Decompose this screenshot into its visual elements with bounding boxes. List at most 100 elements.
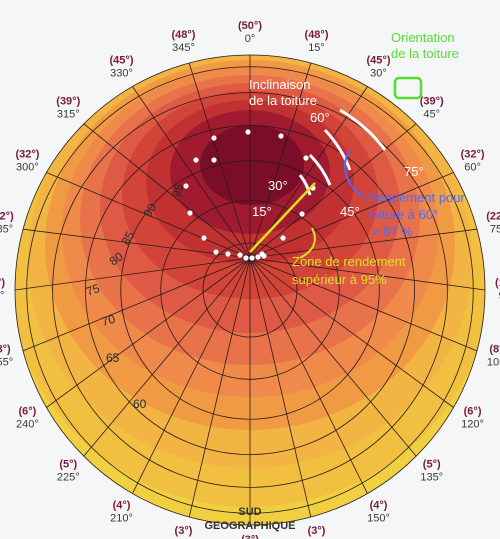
curve-dot: [201, 235, 207, 241]
orientation-labels: (50°)0° (48°)15°(45°)30°(39°)45°(32°)60°(…: [0, 20, 500, 539]
tilt-label: (32°): [15, 149, 39, 161]
tilt-label: (3°): [175, 525, 193, 537]
inclination-orientation-grid: [14, 54, 486, 526]
orientation-title-line2: de la toiture: [391, 46, 459, 61]
inclination-value-60: 60°: [310, 110, 330, 125]
orientation-label-90: (13°)90°: [495, 277, 500, 302]
orientation-degree-label: 90°: [499, 290, 500, 302]
curve-dot: [299, 211, 305, 217]
inclination-value-15: 15°: [252, 204, 272, 219]
orientation-degree-label: 330°: [110, 67, 133, 79]
curve-dot: [187, 210, 193, 216]
rendement-line2: toiture à 60°: [368, 207, 438, 222]
tilt-label: (45°): [110, 54, 134, 66]
orientation-label-195: (3°)195°: [172, 525, 195, 539]
orientation-label-255: (8°)255°: [0, 344, 13, 369]
tilt-label: (5°): [423, 459, 441, 471]
orientation-label-30: (45°)30°: [367, 54, 391, 79]
orientation-label-75: (22°)75°: [486, 210, 500, 235]
inclination-arcs: [298, 108, 387, 196]
optimum-curve-dots: [183, 129, 316, 261]
efficiency-label-75: 75: [84, 281, 102, 299]
tilt-label: (8°): [489, 344, 500, 356]
orientation-label-225: (5°)225°: [57, 459, 80, 484]
efficiency-label-95: 95: [169, 182, 186, 199]
orientation-line-135: [249, 257, 417, 457]
tilt-label: (32°): [461, 149, 485, 161]
tilt-label: (8°): [0, 344, 11, 356]
orientation-degree-label: 345°: [172, 42, 195, 54]
curve-dot: [255, 254, 261, 260]
inclination-arc-60: [323, 128, 352, 171]
zone-line2: supérieur à 95%: [292, 272, 387, 287]
orientation-degree-label: 315°: [57, 108, 80, 120]
orientation-label-330: (45°)330°: [110, 54, 134, 79]
orientation-line-345: [188, 62, 251, 259]
tilt-label: (4°): [113, 500, 131, 512]
orientation-line-255: [22, 257, 251, 352]
orientation-line-150: [249, 257, 368, 494]
curve-dot: [243, 255, 249, 261]
orientation-line-15: [249, 62, 312, 259]
orientation-line-45: [249, 123, 417, 259]
orientation-line-210: [132, 257, 251, 494]
efficiency-label-70: 70: [100, 312, 117, 329]
zone-pointer-line: [249, 182, 316, 253]
tilt-label: (39°): [56, 95, 80, 107]
curve-dot: [225, 251, 231, 257]
south-label-line1: SUD: [238, 506, 261, 518]
efficiency-ring-11: [200, 125, 304, 205]
orientation-line-90: [249, 257, 486, 291]
orientation-title-line1: Orientation: [391, 30, 455, 45]
tilt-label: (4°): [370, 500, 388, 512]
tilt-label: (48°): [171, 29, 195, 41]
inclination-arc-30: [298, 174, 312, 196]
orientation-label-165: (3°)165°: [305, 525, 328, 539]
curve-dot: [278, 133, 284, 139]
curve-dot: [193, 157, 199, 163]
inclination-arc-45: [308, 153, 332, 186]
efficiency-label-65: 65: [106, 351, 120, 365]
orientation-degree-label: 105°: [487, 357, 500, 369]
orientation-degree-label: 255°: [0, 357, 13, 369]
orientation-label-240: (6°)240°: [16, 406, 39, 431]
orientation-line-300: [46, 172, 251, 259]
orientation-line-195: [188, 257, 251, 518]
orientation-line-60: [249, 172, 454, 259]
tilt-label: (13°): [495, 277, 500, 289]
orientation-label-150: (4°)150°: [367, 500, 390, 525]
orientation-label-210: (4°)210°: [110, 500, 133, 525]
orientation-label-135: (5°)135°: [420, 459, 443, 484]
curve-dot: [183, 183, 189, 189]
curve-dot: [213, 249, 219, 255]
inclination-value-75: 75°: [404, 164, 424, 179]
curve-dot: [211, 157, 217, 163]
tilt-label: (5°): [59, 459, 77, 471]
orientation-degree-label: 15°: [308, 42, 325, 54]
orientation-line-225: [83, 257, 251, 457]
orientation-line-315: [83, 123, 251, 259]
orientation-highlight-box: [393, 76, 423, 100]
orientation-line-240: [46, 257, 251, 408]
rendement-line3: = 87 %: [372, 224, 413, 239]
rendement-pointer: [344, 149, 366, 199]
orientation-degree-label: 240°: [16, 419, 39, 431]
tilt-label: (6°): [19, 406, 37, 418]
orientation-degree-label: 270°: [0, 290, 4, 302]
orientation-label-345: (48°)345°: [171, 29, 195, 54]
orientation-label-315: (39°)315°: [56, 95, 80, 120]
tilt-label: (3°): [308, 525, 326, 537]
orientation-degree-label: 285°: [0, 223, 13, 235]
tilt-label: (22°): [486, 210, 500, 222]
orientation-line-270: [14, 257, 251, 291]
orientation-degree-label: 45°: [423, 108, 440, 120]
orientation-label-180: (3°)180°: [241, 534, 259, 539]
tilt-label: (6°): [464, 406, 482, 418]
orientation-label-60: (32°)60°: [461, 149, 485, 174]
orientation-label-105: (8°)105°: [487, 344, 500, 369]
zone-line1: Zone de rendement: [292, 254, 406, 269]
orientation-degree-label: 135°: [420, 472, 443, 484]
tilt-label: (13°): [0, 277, 5, 289]
efficiency-label-85: 85: [118, 229, 137, 248]
